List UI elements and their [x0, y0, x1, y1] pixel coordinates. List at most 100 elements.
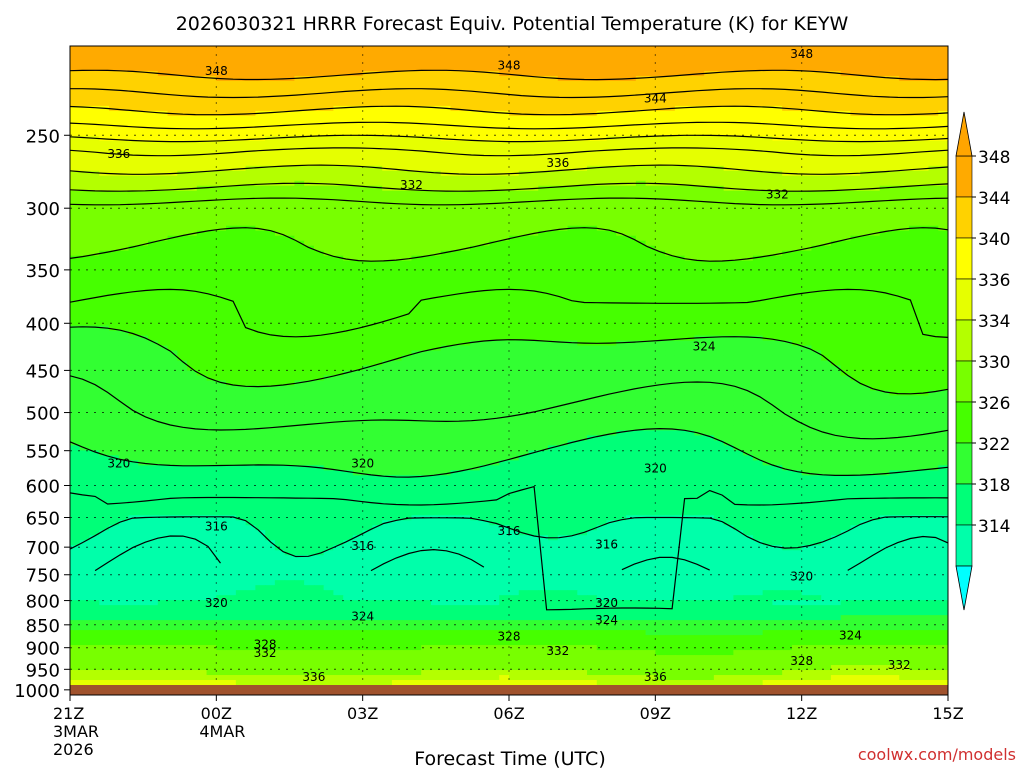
theta-e-cell: [821, 305, 832, 312]
theta-e-cell: [206, 130, 217, 137]
theta-e-cell: [440, 95, 452, 102]
theta-e-cell: [79, 100, 91, 107]
theta-e-cell: [587, 215, 598, 222]
theta-e-cell: [255, 50, 266, 57]
theta-e-cell: [772, 295, 783, 302]
theta-e-cell: [626, 245, 637, 252]
theta-e-cell: [548, 80, 559, 87]
theta-e-cell: [391, 115, 403, 122]
theta-e-cell: [216, 80, 227, 87]
theta-e-cell: [79, 230, 91, 237]
theta-e-cell: [128, 185, 139, 192]
theta-e-cell: [177, 120, 188, 127]
theta-e-cell: [889, 120, 900, 127]
theta-e-cell: [372, 65, 383, 72]
theta-e-cell: [226, 55, 237, 62]
theta-e-cell: [206, 140, 217, 147]
theta-e-cell: [109, 110, 120, 117]
theta-e-cell: [109, 120, 120, 127]
theta-e-cell: [918, 220, 930, 227]
theta-e-cell: [674, 230, 686, 237]
theta-e-cell: [99, 70, 110, 77]
theta-e-cell: [70, 70, 81, 77]
theta-e-cell: [577, 175, 588, 182]
theta-e-cell: [830, 285, 842, 292]
theta-e-cell: [118, 255, 130, 262]
theta-e-cell: [148, 125, 159, 132]
theta-e-cell: [684, 210, 695, 217]
theta-e-cell: [128, 120, 139, 127]
theta-e-cell: [899, 285, 910, 292]
theta-e-cell: [626, 135, 637, 142]
theta-e-cell: [313, 215, 325, 222]
theta-e-cell: [352, 260, 364, 267]
theta-e-cell: [333, 46, 344, 52]
theta-e-cell: [479, 95, 491, 102]
theta-e-cell: [684, 280, 695, 287]
theta-e-cell: [606, 160, 617, 167]
theta-e-cell: [752, 180, 764, 187]
theta-e-cell: [391, 295, 403, 302]
theta-e-cell: [177, 130, 188, 137]
theta-e-cell: [587, 265, 598, 272]
theta-e-cell: [860, 245, 871, 252]
theta-e-cell: [304, 110, 315, 117]
theta-e-cell: [821, 170, 832, 177]
theta-e-cell: [450, 250, 461, 257]
theta-e-cell: [665, 260, 676, 267]
theta-e-cell: [869, 105, 881, 112]
theta-e-cell: [938, 130, 948, 137]
theta-e-cell: [928, 80, 939, 87]
theta-e-cell: [138, 175, 149, 182]
theta-e-cell: [382, 155, 393, 162]
theta-e-cell: [411, 70, 422, 77]
theta-e-cell: [879, 225, 891, 232]
theta-e-cell: [528, 115, 539, 122]
theta-e-cell: [528, 165, 539, 172]
theta-e-cell: [274, 255, 286, 262]
theta-e-cell: [791, 55, 803, 62]
theta-e-cell: [196, 50, 208, 57]
theta-e-cell: [830, 110, 842, 117]
theta-e-cell: [362, 185, 374, 192]
theta-e-cell: [235, 245, 247, 252]
theta-e-cell: [109, 290, 120, 297]
theta-e-cell: [460, 160, 471, 167]
theta-e-cell: [479, 280, 491, 287]
theta-e-cell: [352, 185, 364, 192]
theta-e-cell: [752, 215, 764, 222]
theta-e-cell: [440, 210, 452, 217]
theta-e-cell: [128, 275, 139, 282]
theta-e-cell: [821, 145, 832, 152]
theta-e-cell: [509, 195, 520, 202]
theta-e-cell: [187, 175, 198, 182]
theta-e-cell: [889, 185, 900, 192]
theta-e-cell: [616, 115, 627, 122]
theta-e-cell: [811, 255, 822, 262]
theta-e-cell: [138, 110, 149, 117]
theta-e-cell: [177, 295, 188, 302]
theta-e-cell: [128, 130, 139, 137]
theta-e-cell: [704, 110, 715, 117]
theta-e-cell: [226, 70, 237, 77]
theta-e-cell: [782, 195, 793, 202]
theta-e-cell: [791, 250, 803, 257]
theta-e-cell: [469, 295, 481, 302]
theta-e-cell: [226, 280, 237, 287]
theta-e-cell: [352, 135, 364, 142]
theta-e-cell: [109, 205, 120, 212]
theta-e-cell: [372, 290, 383, 297]
theta-e-cell: [206, 200, 217, 207]
theta-e-cell: [226, 230, 237, 237]
theta-e-cell: [362, 300, 374, 307]
theta-e-cell: [479, 285, 491, 292]
theta-e-cell: [323, 190, 334, 197]
theta-e-cell: [626, 290, 637, 297]
theta-e-cell: [313, 185, 325, 192]
theta-e-cell: [752, 265, 764, 272]
theta-e-cell: [918, 105, 930, 112]
theta-e-cell: [469, 305, 481, 312]
theta-e-cell: [450, 160, 461, 167]
theta-e-cell: [333, 80, 344, 87]
theta-e-cell: [304, 125, 315, 132]
